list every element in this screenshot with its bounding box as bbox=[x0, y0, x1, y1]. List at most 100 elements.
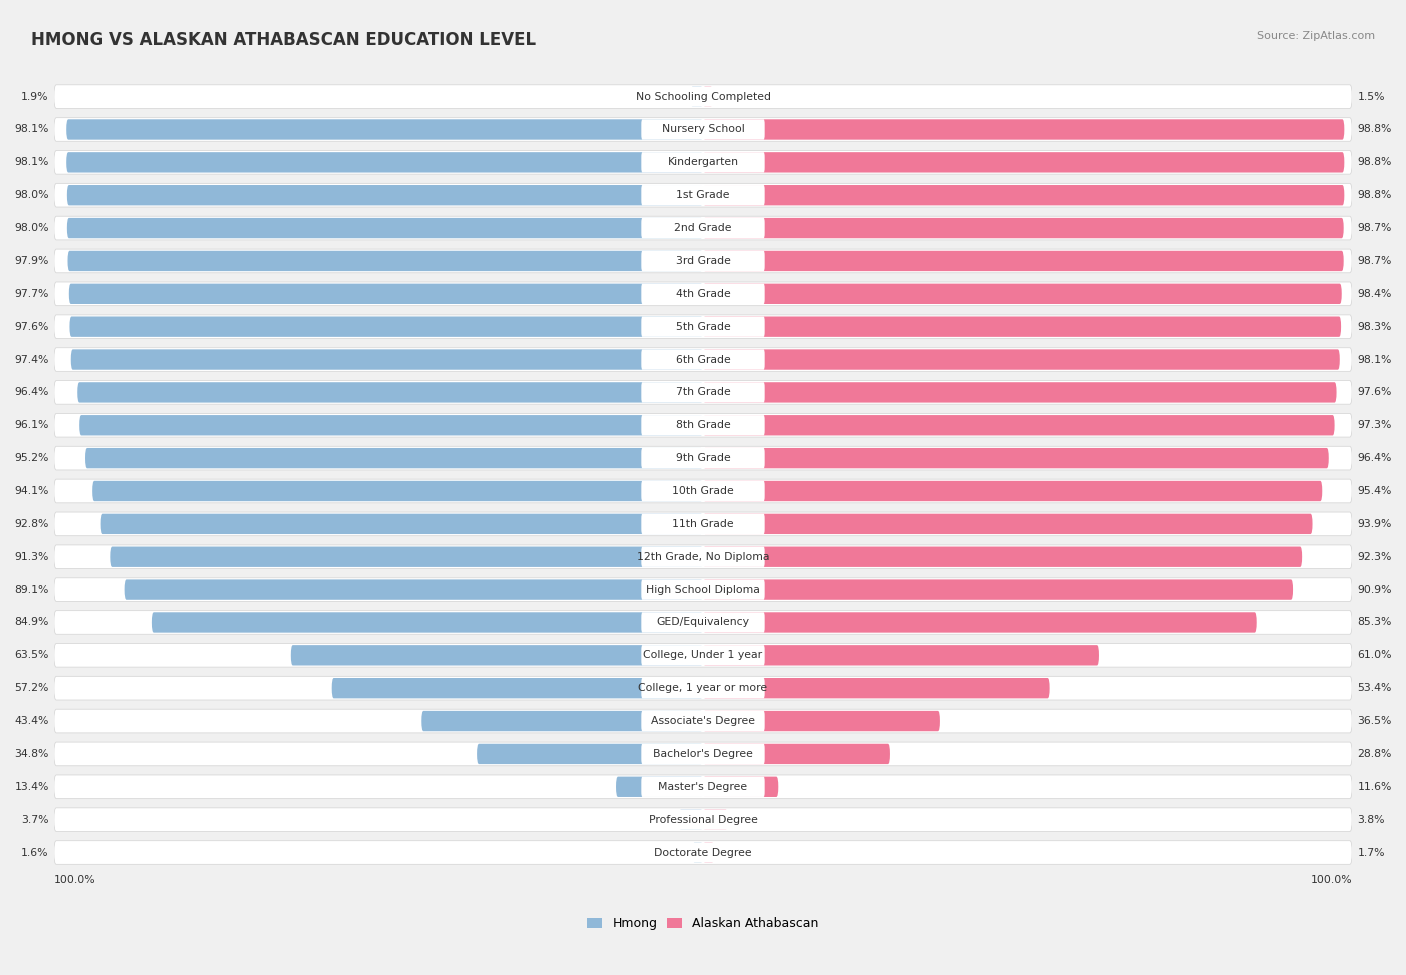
Text: Professional Degree: Professional Degree bbox=[648, 815, 758, 825]
FancyBboxPatch shape bbox=[93, 481, 703, 501]
FancyBboxPatch shape bbox=[703, 842, 714, 863]
Text: College, 1 year or more: College, 1 year or more bbox=[638, 683, 768, 693]
FancyBboxPatch shape bbox=[291, 645, 703, 666]
FancyBboxPatch shape bbox=[67, 185, 703, 206]
FancyBboxPatch shape bbox=[641, 349, 765, 370]
Text: 98.0%: 98.0% bbox=[14, 223, 49, 233]
FancyBboxPatch shape bbox=[66, 119, 703, 139]
FancyBboxPatch shape bbox=[703, 415, 1334, 436]
Text: 98.8%: 98.8% bbox=[1357, 190, 1392, 200]
FancyBboxPatch shape bbox=[53, 512, 1353, 535]
Text: Source: ZipAtlas.com: Source: ZipAtlas.com bbox=[1257, 31, 1375, 41]
FancyBboxPatch shape bbox=[110, 547, 703, 566]
Text: 97.6%: 97.6% bbox=[1357, 387, 1392, 398]
Text: 97.7%: 97.7% bbox=[14, 289, 49, 298]
FancyBboxPatch shape bbox=[53, 380, 1353, 405]
FancyBboxPatch shape bbox=[703, 251, 1344, 271]
Text: Bachelor's Degree: Bachelor's Degree bbox=[652, 749, 754, 759]
Text: 3.8%: 3.8% bbox=[1357, 815, 1385, 825]
FancyBboxPatch shape bbox=[679, 809, 703, 830]
Text: 95.4%: 95.4% bbox=[1357, 486, 1392, 496]
FancyBboxPatch shape bbox=[641, 87, 765, 107]
Text: 96.4%: 96.4% bbox=[14, 387, 49, 398]
FancyBboxPatch shape bbox=[703, 809, 728, 830]
Text: 98.1%: 98.1% bbox=[14, 125, 49, 135]
Text: GED/Equivalency: GED/Equivalency bbox=[657, 617, 749, 628]
FancyBboxPatch shape bbox=[693, 842, 703, 863]
Text: Master's Degree: Master's Degree bbox=[658, 782, 748, 792]
Text: 11.6%: 11.6% bbox=[1357, 782, 1392, 792]
Text: 100.0%: 100.0% bbox=[53, 876, 96, 885]
FancyBboxPatch shape bbox=[641, 415, 765, 436]
Text: 4th Grade: 4th Grade bbox=[676, 289, 730, 298]
Text: No Schooling Completed: No Schooling Completed bbox=[636, 92, 770, 101]
FancyBboxPatch shape bbox=[53, 610, 1353, 635]
FancyBboxPatch shape bbox=[53, 742, 1353, 765]
FancyBboxPatch shape bbox=[422, 711, 703, 731]
FancyBboxPatch shape bbox=[703, 579, 1294, 600]
FancyBboxPatch shape bbox=[70, 349, 703, 370]
FancyBboxPatch shape bbox=[641, 448, 765, 468]
FancyBboxPatch shape bbox=[53, 216, 1353, 240]
Text: 98.8%: 98.8% bbox=[1357, 125, 1392, 135]
FancyBboxPatch shape bbox=[641, 119, 765, 139]
FancyBboxPatch shape bbox=[703, 185, 1344, 206]
FancyBboxPatch shape bbox=[703, 514, 1313, 534]
Text: 13.4%: 13.4% bbox=[14, 782, 49, 792]
FancyBboxPatch shape bbox=[53, 644, 1353, 667]
FancyBboxPatch shape bbox=[641, 284, 765, 304]
FancyBboxPatch shape bbox=[641, 185, 765, 206]
FancyBboxPatch shape bbox=[703, 678, 1050, 698]
FancyBboxPatch shape bbox=[152, 612, 703, 633]
FancyBboxPatch shape bbox=[641, 251, 765, 271]
Text: 57.2%: 57.2% bbox=[14, 683, 49, 693]
Text: 94.1%: 94.1% bbox=[14, 486, 49, 496]
Text: 90.9%: 90.9% bbox=[1357, 585, 1392, 595]
Text: 84.9%: 84.9% bbox=[14, 617, 49, 628]
FancyBboxPatch shape bbox=[79, 415, 703, 436]
FancyBboxPatch shape bbox=[641, 547, 765, 566]
FancyBboxPatch shape bbox=[477, 744, 703, 764]
Text: 63.5%: 63.5% bbox=[14, 650, 49, 660]
FancyBboxPatch shape bbox=[703, 612, 1257, 633]
Text: 91.3%: 91.3% bbox=[14, 552, 49, 562]
FancyBboxPatch shape bbox=[69, 317, 703, 336]
FancyBboxPatch shape bbox=[703, 317, 1341, 336]
Text: 98.4%: 98.4% bbox=[1357, 289, 1392, 298]
Text: 28.8%: 28.8% bbox=[1357, 749, 1392, 759]
FancyBboxPatch shape bbox=[641, 645, 765, 666]
Text: Kindergarten: Kindergarten bbox=[668, 157, 738, 168]
FancyBboxPatch shape bbox=[53, 413, 1353, 437]
FancyBboxPatch shape bbox=[53, 479, 1353, 503]
FancyBboxPatch shape bbox=[641, 514, 765, 534]
FancyBboxPatch shape bbox=[53, 183, 1353, 207]
FancyBboxPatch shape bbox=[641, 579, 765, 600]
FancyBboxPatch shape bbox=[703, 547, 1302, 566]
Text: 98.3%: 98.3% bbox=[1357, 322, 1392, 332]
Text: 36.5%: 36.5% bbox=[1357, 716, 1392, 726]
FancyBboxPatch shape bbox=[53, 150, 1353, 175]
Text: 6th Grade: 6th Grade bbox=[676, 355, 730, 365]
FancyBboxPatch shape bbox=[53, 775, 1353, 799]
FancyBboxPatch shape bbox=[703, 284, 1341, 304]
FancyBboxPatch shape bbox=[703, 87, 713, 107]
FancyBboxPatch shape bbox=[84, 448, 703, 468]
Text: 10th Grade: 10th Grade bbox=[672, 486, 734, 496]
Text: Associate's Degree: Associate's Degree bbox=[651, 716, 755, 726]
Text: 3.7%: 3.7% bbox=[21, 815, 49, 825]
Text: 43.4%: 43.4% bbox=[14, 716, 49, 726]
Text: 92.3%: 92.3% bbox=[1357, 552, 1392, 562]
Text: 53.4%: 53.4% bbox=[1357, 683, 1392, 693]
Text: 5th Grade: 5th Grade bbox=[676, 322, 730, 332]
Text: 98.1%: 98.1% bbox=[1357, 355, 1392, 365]
FancyBboxPatch shape bbox=[67, 251, 703, 271]
FancyBboxPatch shape bbox=[703, 481, 1322, 501]
FancyBboxPatch shape bbox=[703, 152, 1344, 173]
FancyBboxPatch shape bbox=[641, 744, 765, 764]
Text: 98.0%: 98.0% bbox=[14, 190, 49, 200]
FancyBboxPatch shape bbox=[53, 315, 1353, 338]
Text: 96.1%: 96.1% bbox=[14, 420, 49, 430]
FancyBboxPatch shape bbox=[616, 777, 703, 797]
FancyBboxPatch shape bbox=[66, 152, 703, 173]
Text: HMONG VS ALASKAN ATHABASCAN EDUCATION LEVEL: HMONG VS ALASKAN ATHABASCAN EDUCATION LE… bbox=[31, 31, 536, 49]
